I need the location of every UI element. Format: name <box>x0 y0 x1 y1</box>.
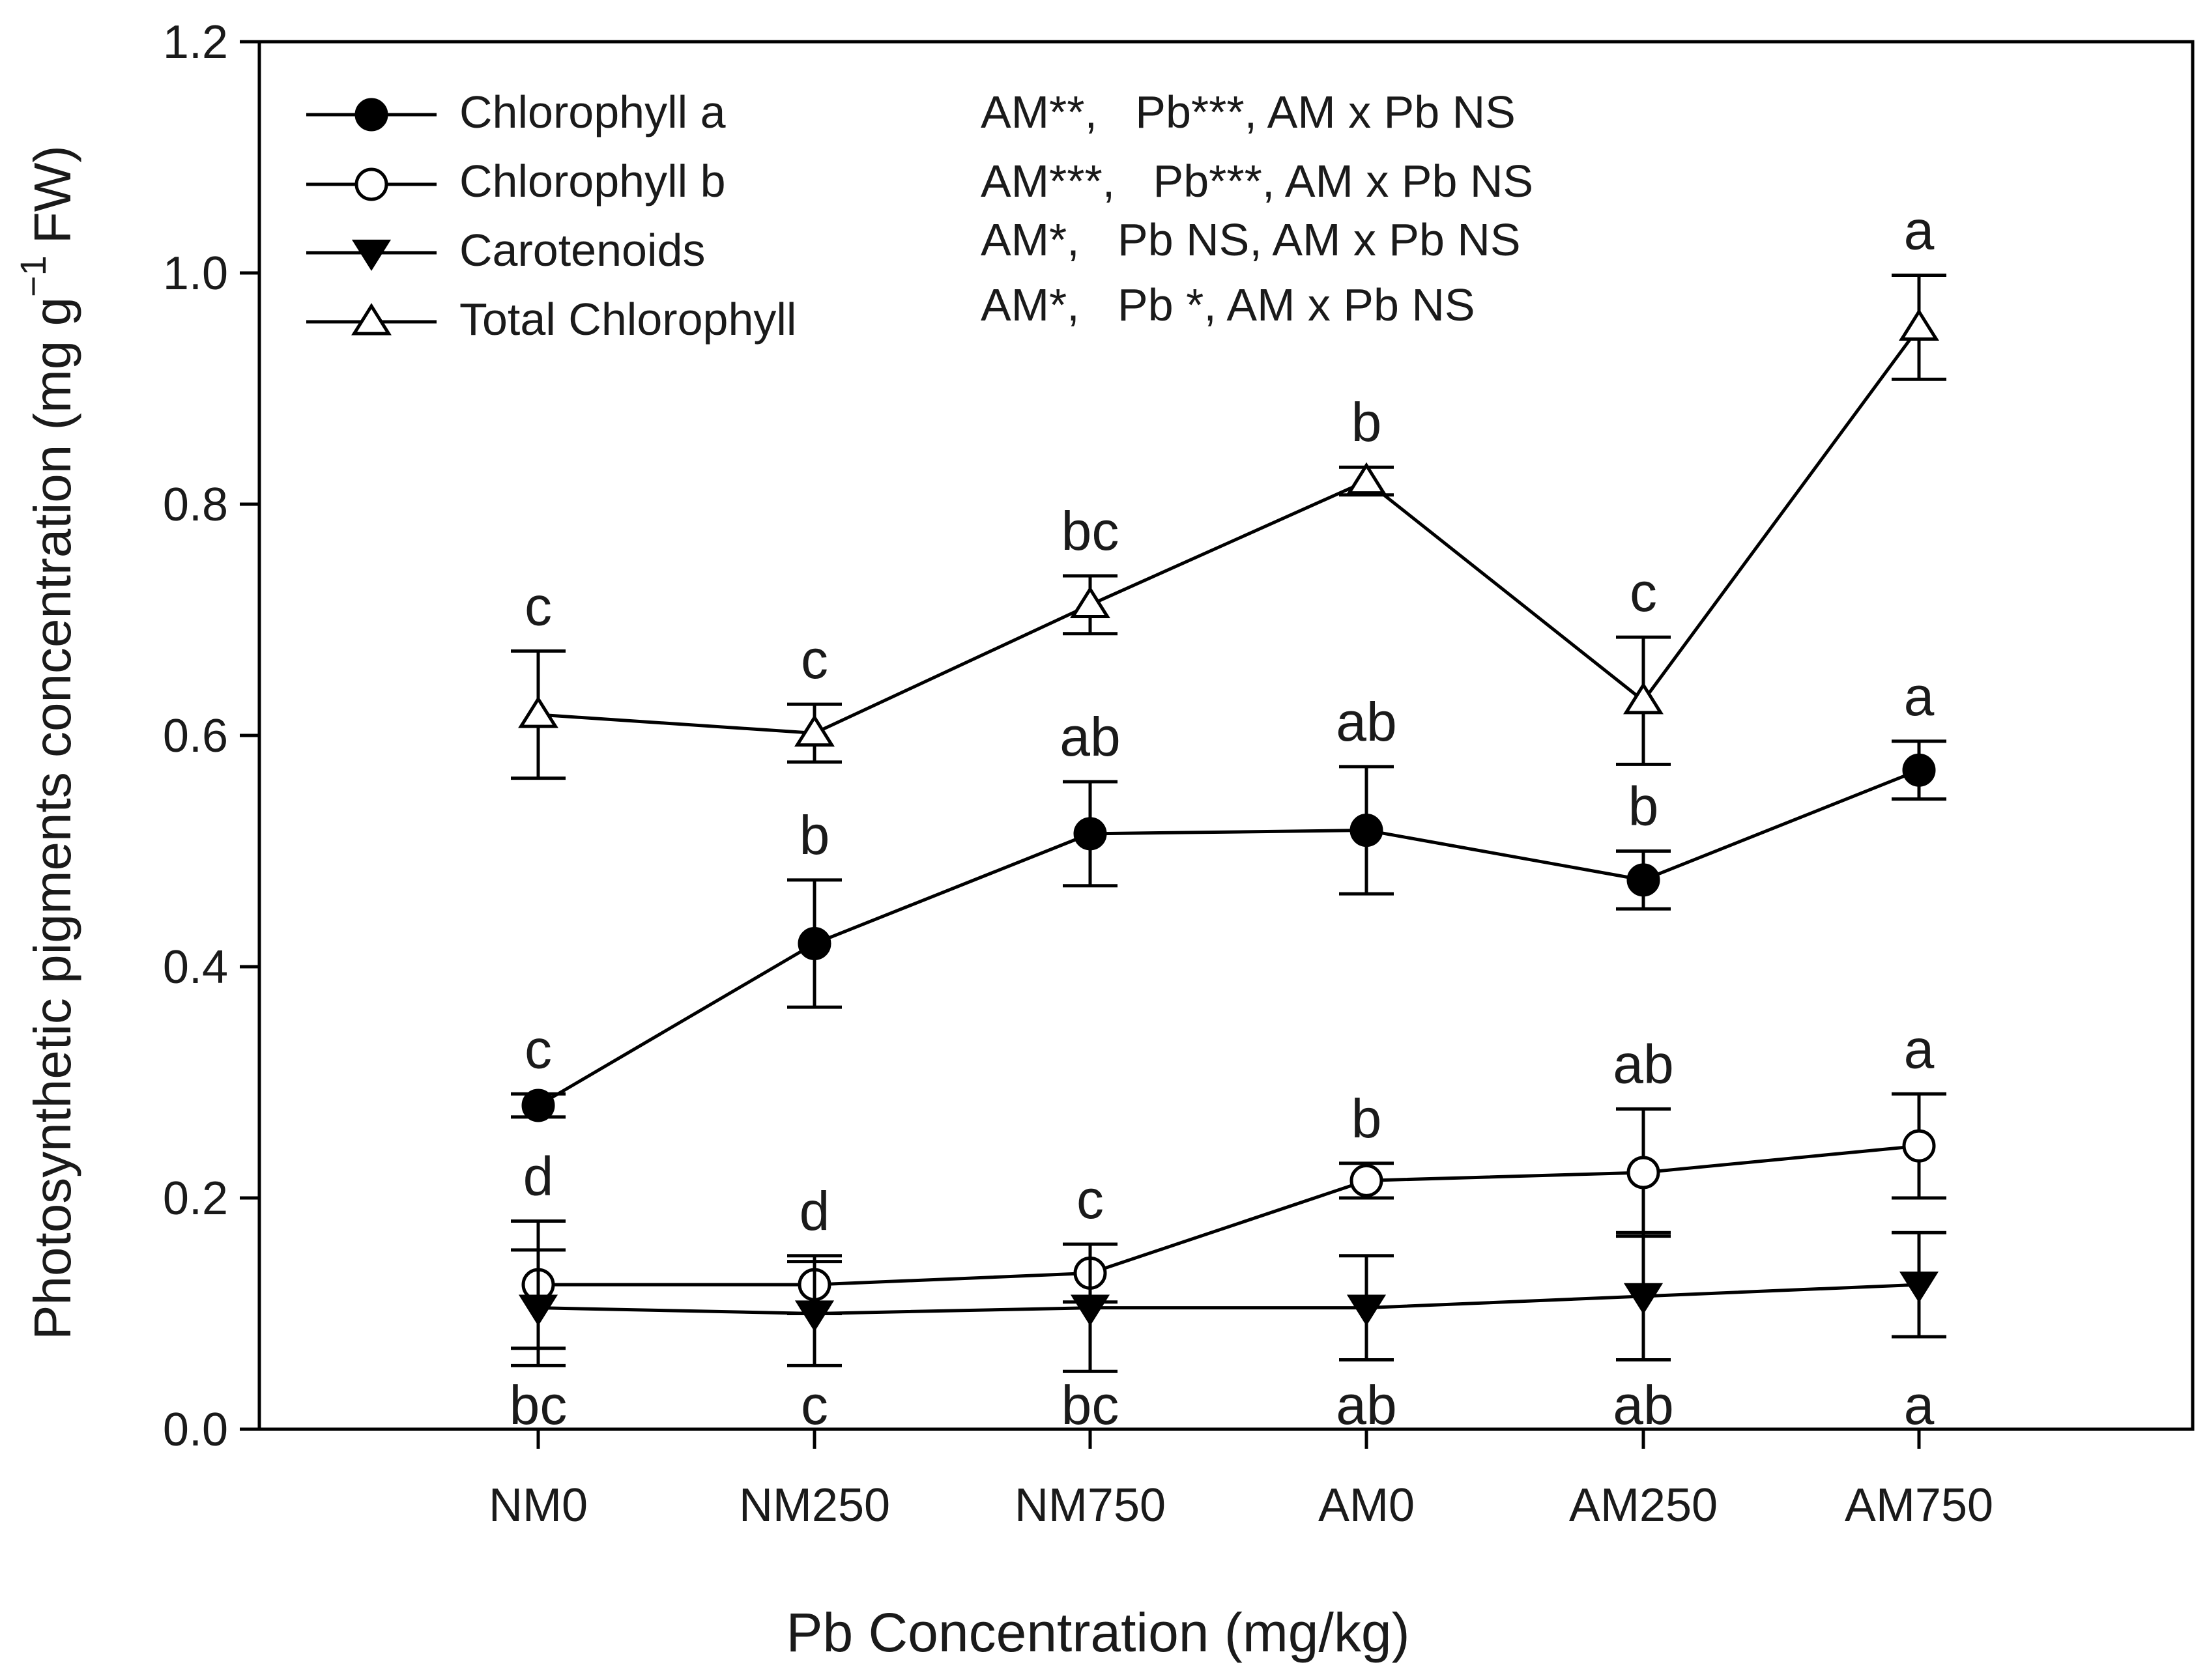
data-point-carotenoids <box>1070 1294 1110 1326</box>
significance-letter-chlorophyll-a: a <box>1904 666 1935 727</box>
x-tick-label: AM750 <box>1845 1479 1993 1531</box>
significance-letter-chlorophyll-b: d <box>800 1180 830 1242</box>
significance-letter-total-chlorophyll: c <box>1630 562 1657 623</box>
data-point-carotenoids <box>1623 1283 1664 1315</box>
legend-label-total-chlorophyll: Total Chlorophyll <box>459 294 796 345</box>
data-point-chlorophyll-a <box>798 927 831 960</box>
legend-marker-carotenoids <box>351 239 392 271</box>
x-tick-label: NM250 <box>739 1479 890 1531</box>
y-tick-label: 0.2 <box>163 1173 228 1225</box>
series-line-total-chlorophyll <box>538 326 1921 735</box>
y-axis-title: Photosynthetic pigments concentration (m… <box>12 145 81 1340</box>
series-carotenoids <box>511 1231 1946 1373</box>
x-tick-label: NM750 <box>1015 1479 1166 1531</box>
legend-rows <box>306 98 437 335</box>
significance-letter-chlorophyll-a: c <box>525 1018 552 1079</box>
data-point-total-chlorophyll <box>1070 586 1110 619</box>
series-layer <box>511 274 1946 1373</box>
y-axis-title-main: Photosynthetic pigments concentration (m… <box>23 297 81 1340</box>
data-point-chlorophyll-a <box>1073 817 1107 851</box>
significance-letter-chlorophyll-b: ab <box>1613 1033 1673 1094</box>
axes: 0.0 0.2 0.4 0.6 0.8 1.0 1.2 NM0 NM250 NM750 AM0 AM2… <box>163 16 1993 1531</box>
data-point-total-chlorophyll <box>1623 681 1664 715</box>
legend-marker-chlorophyll-a <box>354 98 388 132</box>
significance-letter-carotenoids: bc <box>510 1374 568 1436</box>
significance-letter-chlorophyll-a: ab <box>1336 691 1396 752</box>
y-tick-label: 1.2 <box>163 16 228 68</box>
series-total-chlorophyll <box>511 274 1946 780</box>
legend: Chlorophyll a Chlorophyll b Carotenoids … <box>306 87 796 345</box>
significance-letter-carotenoids: ab <box>1613 1374 1673 1436</box>
legend-marker-total-chlorophyll <box>351 303 392 335</box>
data-point-chlorophyll-b <box>1349 1163 1383 1197</box>
stats-carotenoids: AM*, Pb NS, AM x Pb NS <box>981 214 1521 265</box>
data-point-total-chlorophyll <box>794 714 835 747</box>
y-tick-label: 0.8 <box>163 479 228 531</box>
data-point-total-chlorophyll <box>1346 462 1387 495</box>
y-tick-label: 0.4 <box>163 941 228 993</box>
data-point-carotenoids <box>518 1294 558 1326</box>
significance-letter-chlorophyll-b: c <box>1076 1169 1104 1230</box>
data-point-chlorophyll-a <box>1902 753 1936 787</box>
y-tick-label: 1.0 <box>163 248 228 300</box>
stats-chlorophyll-a: AM**, Pb***, AM x Pb NS <box>981 87 1516 137</box>
stats-chlorophyll-b: AM***, Pb***, AM x Pb NS <box>981 156 1533 206</box>
legend-label-chlorophyll-b: Chlorophyll b <box>459 156 726 206</box>
data-point-chlorophyll-a <box>1349 814 1383 847</box>
significance-letter-chlorophyll-b: d <box>523 1146 554 1207</box>
data-point-carotenoids <box>794 1300 835 1332</box>
y-axis-title-unit: FW) <box>23 145 81 244</box>
data-point-total-chlorophyll <box>1899 308 1939 341</box>
series-line-carotenoids <box>538 1283 1920 1316</box>
significance-letter-carotenoids: bc <box>1061 1374 1119 1436</box>
x-tick-label: AM0 <box>1318 1479 1415 1531</box>
significance-letter-chlorophyll-a: ab <box>1060 706 1120 767</box>
x-axis-title: Pb Concentration (mg/kg) <box>786 1602 1409 1663</box>
data-point-chlorophyll-b <box>1902 1129 1936 1163</box>
y-tick-label: 0.6 <box>163 710 228 762</box>
y-axis-title-superscript: −1 <box>12 255 53 297</box>
data-point-carotenoids <box>1346 1294 1387 1326</box>
significance-letter-chlorophyll-b: a <box>1904 1018 1935 1079</box>
series-line-chlorophyll-a <box>537 768 1920 1107</box>
data-point-chlorophyll-a <box>521 1089 555 1122</box>
series-line-chlorophyll-b <box>538 1144 1920 1287</box>
stats-total-chlorophyll: AM*, Pb *, AM x Pb NS <box>981 279 1475 330</box>
legend-label-chlorophyll-a: Chlorophyll a <box>459 87 726 137</box>
significance-letter-chlorophyll-a: b <box>1628 776 1659 837</box>
data-point-chlorophyll-b <box>1626 1156 1660 1189</box>
significance-letter-total-chlorophyll: a <box>1904 200 1935 261</box>
significance-letter-total-chlorophyll: b <box>1351 392 1382 453</box>
data-point-chlorophyll-a <box>1626 863 1660 897</box>
x-tick-label: NM0 <box>489 1479 588 1531</box>
x-tick-label: AM250 <box>1569 1479 1718 1531</box>
significance-letter-total-chlorophyll: bc <box>1061 500 1119 562</box>
significance-letter-chlorophyll-b: b <box>1351 1088 1382 1149</box>
significance-letter-total-chlorophyll: c <box>525 575 552 636</box>
series-chlorophyll-a <box>511 739 1946 1122</box>
stats-annotations: AM**, Pb***, AM x Pb NS AM***, Pb***, AM… <box>981 87 1533 330</box>
data-point-carotenoids <box>1899 1272 1939 1303</box>
significance-letter-carotenoids: c <box>801 1374 828 1436</box>
y-tick-label: 0.0 <box>163 1404 228 1456</box>
significance-letter-carotenoids: ab <box>1336 1374 1396 1436</box>
legend-label-carotenoids: Carotenoids <box>459 225 705 276</box>
significance-letter-chlorophyll-a: b <box>800 804 830 866</box>
legend-marker-chlorophyll-b <box>354 167 388 201</box>
data-point-total-chlorophyll <box>518 696 558 728</box>
significance-letter-carotenoids: a <box>1904 1374 1935 1436</box>
significance-letter-total-chlorophyll: c <box>801 629 828 690</box>
